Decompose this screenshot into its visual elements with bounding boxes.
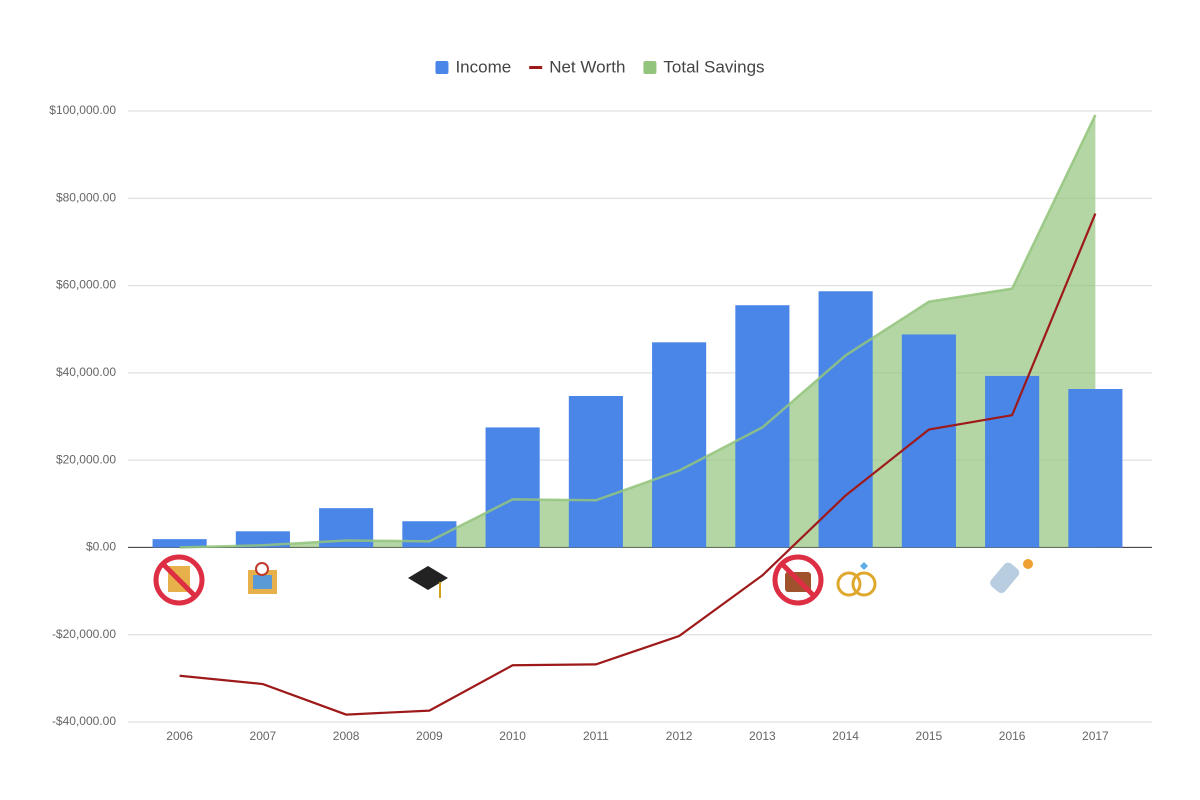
income-bar: [485, 427, 540, 548]
y-tick-label: -$40,000.00: [52, 714, 116, 728]
legend-swatch: [435, 61, 449, 74]
legend-label: Net Worth: [549, 57, 625, 76]
legend-label: Total Savings: [663, 57, 764, 76]
icon-baby-bottle: [990, 559, 1033, 594]
income-bar: [1068, 389, 1123, 548]
y-tick-label: $40,000.00: [56, 365, 116, 379]
icon-no-briefcase: [772, 554, 824, 606]
line-layer: [179, 114, 1097, 716]
income-bar: [652, 342, 707, 548]
legend-swatch: [529, 66, 543, 69]
net-worth-line: [179, 213, 1097, 716]
icon-no-building: [153, 554, 205, 606]
legend-label: Income: [455, 57, 511, 76]
x-tick-label: 2011: [583, 729, 609, 743]
x-tick-label: 2013: [749, 729, 776, 743]
y-tick-label: $0.00: [86, 540, 116, 554]
x-tick-label: 2014: [832, 729, 859, 743]
savings-area: [179, 114, 1096, 548]
income-bar: [152, 539, 207, 548]
income-bar: [901, 334, 956, 548]
y-tick-label: $60,000.00: [56, 278, 116, 292]
x-tick-label: 2010: [499, 729, 526, 743]
x-tick-label: 2012: [666, 729, 693, 743]
income-bar: [402, 521, 457, 548]
income-bar: [985, 375, 1040, 548]
x-tick-label: 2007: [250, 729, 277, 743]
y-tick-label: $20,000.00: [56, 452, 116, 466]
x-tick-label: 2016: [999, 729, 1026, 743]
income-bar: [818, 291, 873, 548]
y-tick-label: $100,000.00: [49, 103, 116, 117]
area-layer: [179, 114, 1096, 548]
bar-layer: [152, 291, 1123, 548]
savings-line: [179, 114, 1097, 549]
x-tick-label: 2006: [166, 729, 193, 743]
icon-rings: [836, 562, 877, 597]
income-bar: [568, 395, 623, 548]
x-tick-label: 2017: [1082, 729, 1109, 743]
icon-building: [248, 562, 277, 594]
y-tick-label: $80,000.00: [56, 190, 116, 204]
x-tick-label: 2009: [416, 729, 443, 743]
icon-graduation: [408, 566, 448, 598]
x-tick-label: 2015: [916, 729, 943, 743]
y-tick-label: -$20,000.00: [52, 627, 116, 641]
label-layer: -$40,000.00 -$20,000.00 $0.00 $20,000.00 $40…: [49, 103, 1109, 743]
legend: Income Net Worth Total Savings: [435, 57, 765, 76]
legend-swatch: [643, 61, 657, 74]
x-tick-label: 2008: [333, 729, 360, 743]
